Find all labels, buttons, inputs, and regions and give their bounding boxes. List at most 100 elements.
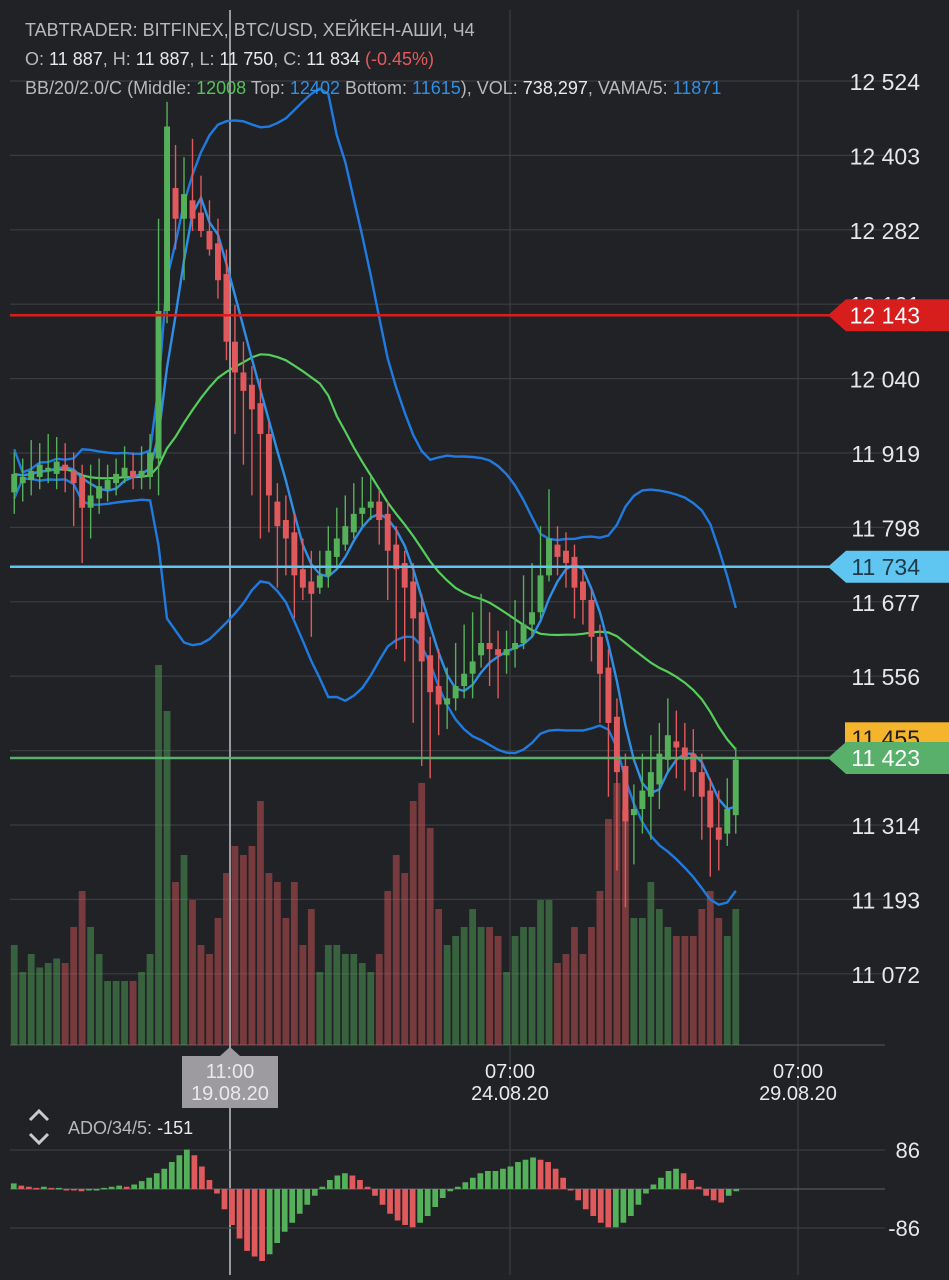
candle-body [282,520,289,539]
ado-bar [417,1189,424,1223]
volume-bar [706,891,714,1045]
ado-bar [424,1189,431,1216]
volume-bar [520,927,527,1045]
candle-body [495,649,502,656]
candle [87,464,94,539]
price-tick-label: 11 798 [851,515,920,541]
ado-bar [41,1186,47,1189]
candle [698,753,705,840]
volume-bar [596,891,604,1045]
candle-body [198,212,204,232]
candle [512,599,519,668]
vama-label: VAMA/5: [597,78,668,98]
volume-bar [214,918,222,1045]
ado-bar [304,1189,311,1205]
ado-bar [673,1168,679,1189]
volume-bar [316,972,324,1045]
chart-title: TABTRADER: BITFINEX, BTC/USD, ХЕЙКЕН-АШИ… [25,20,475,40]
candle-body [138,470,145,477]
candle [503,630,510,674]
candle-body [681,747,688,760]
candle [308,550,315,637]
volume-bar [452,936,460,1045]
candle-body [537,575,544,613]
ado-bar [251,1189,258,1257]
ado-bar [447,1189,454,1192]
ado-bar [387,1189,393,1214]
ado-bar [439,1189,446,1198]
ado-bar [688,1180,694,1189]
candle-body [147,452,154,477]
volume-bar [121,981,128,1045]
volume-bar [197,945,205,1045]
ado-bar [718,1189,725,1203]
ado-bar [402,1189,408,1225]
volume-bar [307,909,315,1045]
volume-bar [27,954,35,1045]
candle-body [401,563,408,588]
candle [359,476,366,527]
ado-bar [296,1189,303,1214]
price-marker-arrow [828,299,949,332]
ado-bar [266,1189,273,1255]
price-marker-arrow [828,741,949,774]
candle [469,612,476,699]
price-marker-label: 11 423 [851,745,920,771]
volume-bar [638,918,646,1045]
ado-bar [379,1189,386,1205]
candle-body [367,501,374,508]
candle [732,747,739,834]
candle-body [130,470,137,477]
candle-body [333,538,340,557]
candle [384,501,391,600]
ado-bar [183,1149,190,1189]
candle-body [45,467,52,471]
ado-bar [500,1168,506,1189]
ado-bar [274,1189,281,1243]
low-value: 11 750 [219,49,274,69]
ado-bar [537,1159,544,1189]
ohlc-readout: O: 11 887, H: 11 887, L: 11 750, C: 11 8… [25,49,435,69]
volume-bar [248,846,256,1045]
candle [715,790,722,871]
candle-body [62,464,69,471]
candle [198,175,204,238]
volume-bar [435,909,443,1045]
collapse-expand-icon[interactable] [26,1104,52,1150]
candle-body [478,642,485,656]
date-tick-label: 29.08.20 [759,1083,837,1105]
candle [45,433,52,484]
ado-bar [567,1189,574,1191]
price-tick-label: 11 919 [851,441,920,467]
date-tick-label: 24.08.20 [471,1083,549,1105]
low-label: L: [199,49,215,69]
bb-bottom-label: Bottom: [344,78,408,98]
volume-bar [689,936,697,1045]
ado-bar [372,1189,378,1196]
ado-bar [733,1189,740,1192]
ado-bar [56,1187,62,1190]
candlesticks [11,101,739,908]
candle-body [639,790,646,810]
ado-tick-label: -86 [888,1216,920,1241]
ado-bar [522,1159,529,1189]
price-marker-arrow [828,550,949,583]
candle-body [79,476,86,508]
candle [164,101,171,324]
ado-bar [650,1184,657,1189]
ado-bar [605,1189,612,1228]
ado-bar [680,1173,687,1189]
volume-bar [494,936,502,1045]
volume-bar [392,855,400,1045]
candle-body [418,612,425,662]
candle [690,729,697,797]
ado-bar [259,1189,265,1261]
candle [155,218,162,496]
candle-body [96,486,103,499]
candle [486,612,493,687]
candle [70,452,77,527]
candle [19,458,26,502]
volume-bar [172,882,179,1045]
ado-bar [477,1173,484,1189]
